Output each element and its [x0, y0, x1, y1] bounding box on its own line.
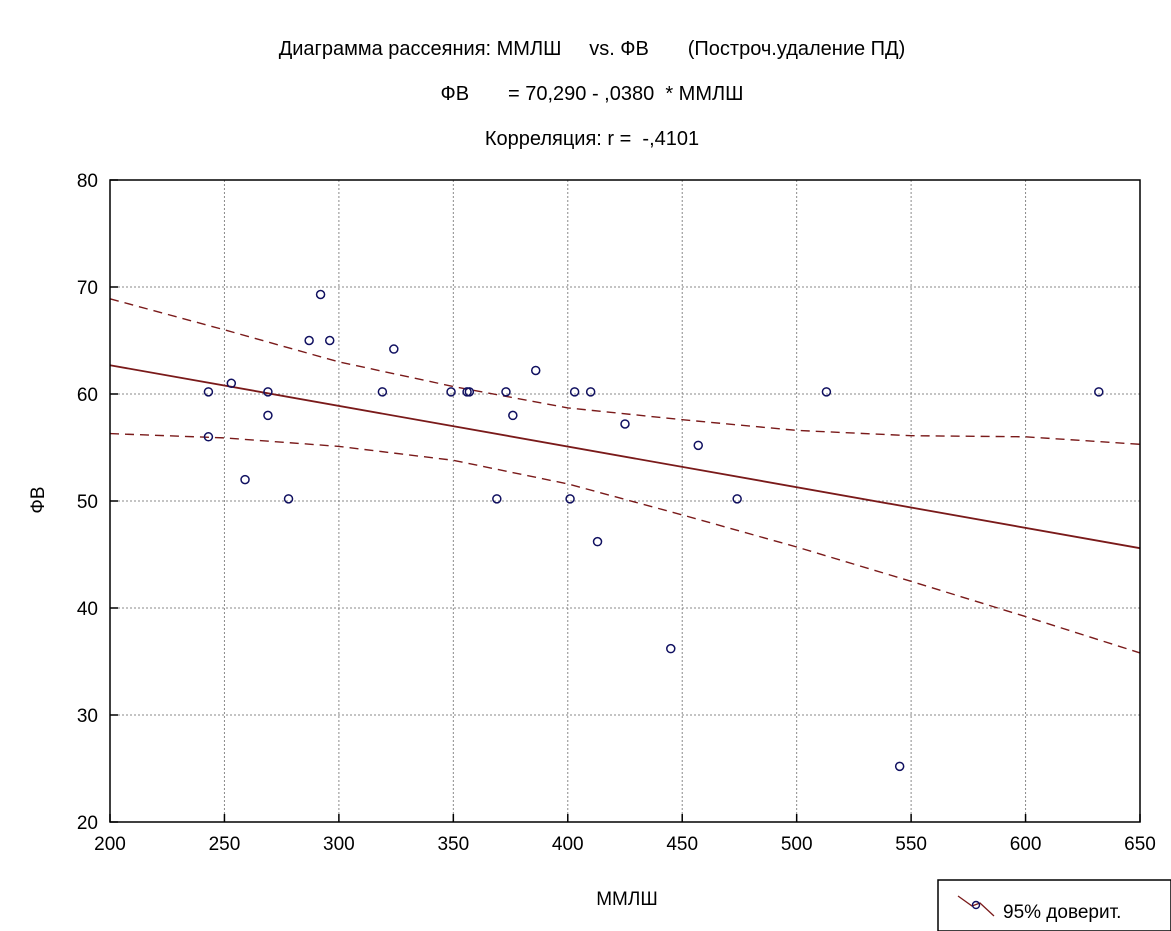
data-point	[464, 387, 475, 397]
x-tick-label: 550	[895, 834, 927, 855]
data-point	[283, 494, 294, 504]
data-point	[620, 419, 630, 429]
grid	[110, 180, 1140, 822]
data-point	[508, 410, 518, 421]
data-point	[501, 387, 511, 397]
confidence-lower-line	[109, 432, 1141, 654]
x-tick-label: 500	[781, 834, 813, 855]
x-tick-label: 200	[94, 834, 126, 855]
y-tick-label: 50	[77, 492, 98, 513]
y-tick-label: 70	[77, 278, 98, 299]
chart-title: Диаграмма рассеяния: ММЛШ vs. ФВ (Постро…	[279, 38, 906, 60]
y-tick-label: 40	[77, 599, 98, 620]
data-point	[240, 474, 250, 485]
data-point	[203, 432, 214, 442]
y-tick-label: 20	[77, 813, 98, 834]
legend-label: 95% доверит.	[1003, 902, 1121, 923]
data-point	[263, 410, 273, 421]
x-axis-label: ММЛШ	[596, 889, 658, 910]
regression-line	[109, 364, 1141, 550]
confidence-upper-line	[109, 298, 1141, 445]
data-point	[263, 387, 273, 397]
data-points	[203, 289, 1104, 772]
data-point	[585, 387, 596, 397]
data-point	[324, 335, 335, 346]
data-point	[315, 289, 326, 300]
regression-line-group	[109, 364, 1141, 550]
y-tick-label: 80	[77, 171, 98, 192]
legend-line-icon	[957, 895, 995, 917]
data-point	[592, 536, 603, 547]
chart-subtitle-equation: ФВ = 70,290 - ,0380 * ММЛШ	[441, 83, 744, 105]
y-tick-label: 30	[77, 706, 98, 727]
legend: 95% доверит.	[937, 879, 1171, 931]
plot-frame	[109, 179, 1141, 823]
x-tick-label: 650	[1124, 834, 1156, 855]
axis-ticks: 200 250 300 350 400 450 500 550 600 650 20 30 40 50 60…	[77, 171, 1156, 855]
data-point	[732, 494, 742, 504]
legend-marker-icon	[971, 900, 981, 910]
x-tick-label: 450	[666, 834, 698, 855]
confidence-band	[109, 298, 1141, 654]
data-point	[894, 761, 905, 772]
x-tick-label: 600	[1010, 834, 1042, 855]
data-point	[226, 378, 237, 389]
legend-box	[937, 879, 1171, 931]
data-point	[492, 494, 502, 504]
data-point	[377, 387, 388, 397]
data-point	[666, 643, 676, 654]
data-point	[821, 387, 832, 397]
y-axis-label: ФВ	[28, 486, 49, 513]
x-tick-label: 300	[323, 834, 355, 855]
x-tick-label: 350	[437, 834, 469, 855]
data-point	[1094, 387, 1104, 397]
x-tick-label: 250	[209, 834, 241, 855]
data-point	[446, 387, 456, 397]
data-point	[565, 494, 575, 504]
y-tick-label: 60	[77, 385, 98, 406]
data-point	[693, 440, 703, 451]
data-point	[389, 344, 399, 354]
x-tick-label: 400	[552, 834, 584, 855]
chart-subtitle-correlation: Корреляция: r = -,4101	[485, 128, 699, 150]
data-point	[203, 387, 214, 397]
data-point	[304, 335, 314, 346]
data-point	[530, 365, 541, 376]
data-point	[569, 387, 580, 397]
